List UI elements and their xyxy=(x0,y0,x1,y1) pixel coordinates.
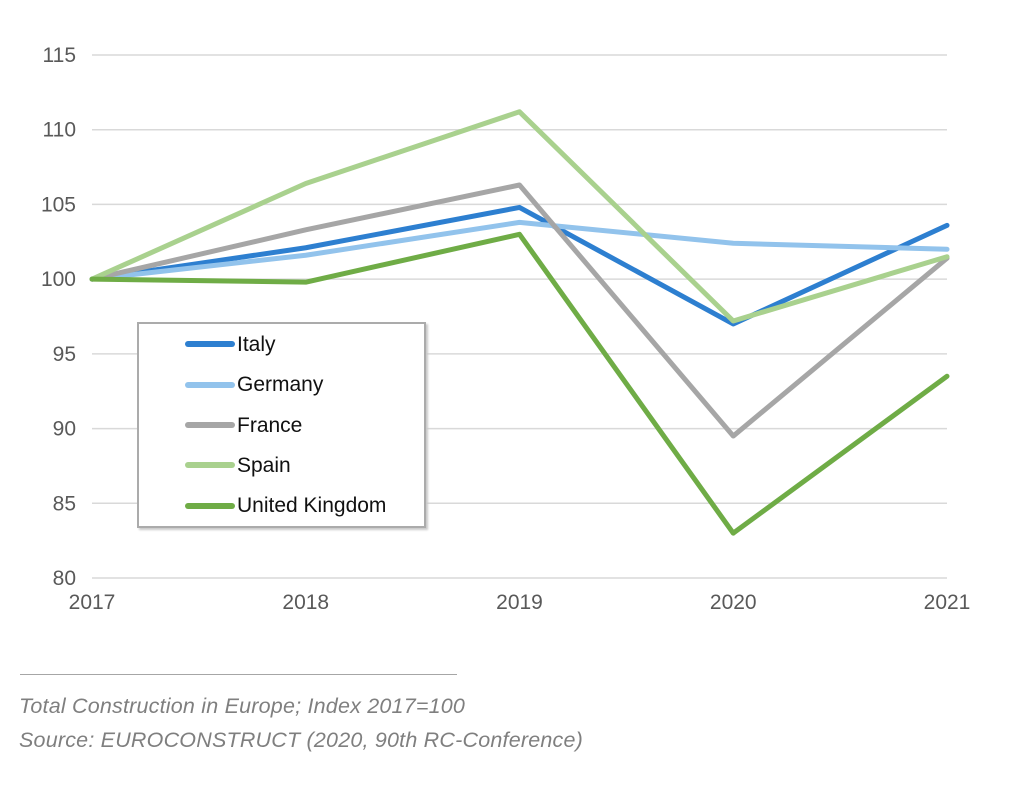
series-line-italy xyxy=(89,204,950,327)
y-tick-label-105: 105 xyxy=(41,193,76,216)
legend-item-united-kingdom: United Kingdom xyxy=(185,486,424,526)
series-line-spain xyxy=(89,109,950,324)
germany-line-swatch xyxy=(185,381,235,388)
x-tick-label-2019: 2019 xyxy=(496,591,543,614)
x-tick-label-2021: 2021 xyxy=(924,591,971,614)
italy-line-swatch xyxy=(185,341,235,348)
chart-caption: Total Construction in Europe; Index 2017… xyxy=(19,694,466,718)
x-tick-label-2020: 2020 xyxy=(710,591,757,614)
series-line-united-kingdom xyxy=(89,231,950,536)
legend-label-spain: Spain xyxy=(237,453,291,477)
footer-divider xyxy=(20,674,457,675)
legend-item-france: France xyxy=(185,405,424,445)
chart-source: Source: EUROCONSTRUCT (2020, 90th RC-Con… xyxy=(19,728,584,752)
y-tick-label-80: 80 xyxy=(53,567,76,590)
united-kingdom-line-swatch xyxy=(185,502,235,509)
line-chart: 80 85 90 95 100 105 110 115 2017 2018 2019 2020 2021 xyxy=(41,44,971,614)
legend-label-france: France xyxy=(237,413,303,437)
y-tick-label-110: 110 xyxy=(43,119,76,142)
legend-item-germany: Germany xyxy=(185,364,424,404)
y-tick-label-90: 90 xyxy=(53,418,76,441)
y-tick-label-100: 100 xyxy=(41,268,76,291)
legend-label-germany: Germany xyxy=(237,373,324,397)
x-tick-label-2017: 2017 xyxy=(69,591,116,614)
legend: Italy Germany France Spain United Kingdom xyxy=(137,322,426,528)
france-line-swatch xyxy=(185,422,235,429)
y-tick-label-115: 115 xyxy=(43,44,76,67)
legend-label-italy: Italy xyxy=(237,332,276,356)
x-tick-label-2018: 2018 xyxy=(282,591,329,614)
legend-item-spain: Spain xyxy=(185,445,424,485)
y-tick-label-95: 95 xyxy=(53,343,76,366)
series-line-france xyxy=(89,182,950,439)
series-line-germany xyxy=(89,219,950,282)
y-tick-label-85: 85 xyxy=(53,492,76,515)
spain-line-swatch xyxy=(185,462,235,469)
legend-label-united-kingdom: United Kingdom xyxy=(237,494,387,518)
legend-item-italy: Italy xyxy=(185,324,424,364)
